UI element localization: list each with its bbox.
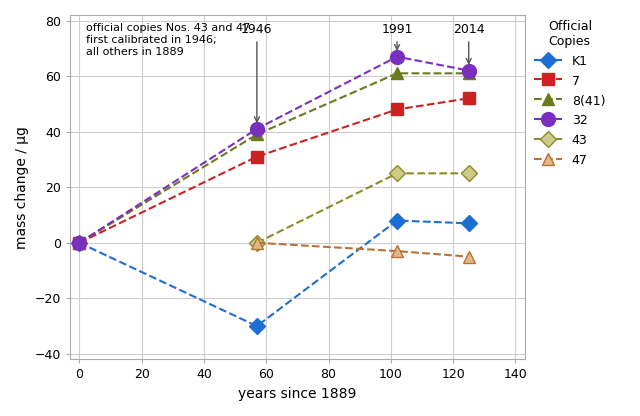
43 bbox=[393, 171, 401, 176]
X-axis label: years since 1889: years since 1889 bbox=[238, 387, 356, 401]
43 bbox=[253, 240, 260, 245]
Text: 1991: 1991 bbox=[381, 23, 413, 50]
Line: 43: 43 bbox=[252, 168, 474, 248]
Line: 47: 47 bbox=[251, 237, 475, 263]
32 bbox=[393, 54, 401, 59]
8(41) bbox=[76, 240, 83, 245]
32 bbox=[253, 126, 260, 131]
7 bbox=[393, 107, 401, 112]
K1 bbox=[76, 240, 83, 245]
7 bbox=[465, 96, 472, 101]
Line: 8(41): 8(41) bbox=[73, 67, 475, 249]
32 bbox=[76, 240, 83, 245]
7 bbox=[76, 240, 83, 245]
Line: K1: K1 bbox=[74, 215, 474, 332]
Y-axis label: mass change / µg: mass change / µg bbox=[15, 126, 29, 249]
Legend: K1, 7, 8(41), 32, 43, 47: K1, 7, 8(41), 32, 43, 47 bbox=[529, 15, 611, 172]
Line: 32: 32 bbox=[72, 50, 476, 250]
7 bbox=[253, 154, 260, 159]
43 bbox=[465, 171, 472, 176]
Text: 2014: 2014 bbox=[453, 23, 484, 64]
47 bbox=[253, 240, 260, 245]
47 bbox=[393, 249, 401, 254]
47 bbox=[465, 254, 472, 259]
K1 bbox=[465, 221, 472, 226]
8(41) bbox=[393, 71, 401, 76]
32 bbox=[465, 68, 472, 73]
Text: 1946: 1946 bbox=[241, 23, 273, 122]
8(41) bbox=[465, 71, 472, 76]
Text: official copies Nos. 43 and 47
first calibrated in 1946;
all others in 1889: official copies Nos. 43 and 47 first cal… bbox=[86, 23, 250, 57]
K1 bbox=[253, 324, 260, 329]
K1 bbox=[393, 218, 401, 223]
8(41) bbox=[253, 132, 260, 137]
Line: 7: 7 bbox=[74, 93, 474, 248]
